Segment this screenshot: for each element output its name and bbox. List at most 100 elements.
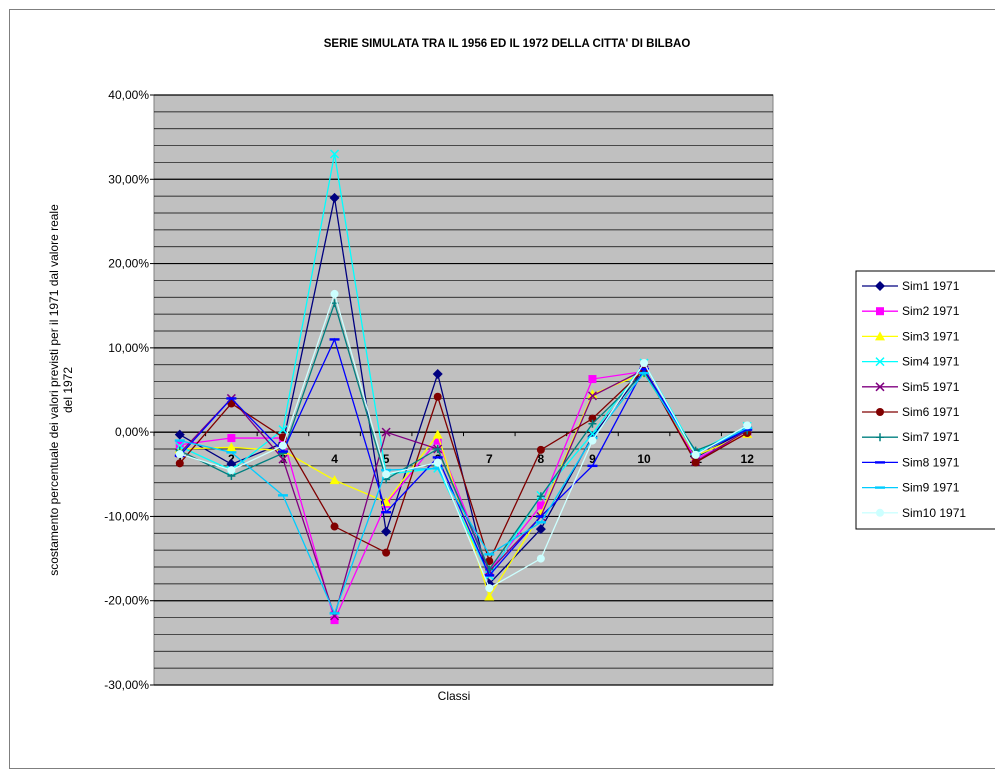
legend-item: Sim3 1971: [862, 329, 960, 343]
x-tick-label: 2: [228, 452, 235, 466]
legend-item: Sim9 1971: [862, 481, 960, 495]
x-tick-label: 10: [637, 452, 651, 466]
data-point: [175, 450, 184, 459]
y-tick-label: 10,00%: [108, 341, 149, 355]
data-point: [227, 466, 236, 475]
data-point: [743, 421, 752, 430]
legend-item: Sim5 1971: [862, 380, 960, 394]
data-point: [484, 553, 495, 556]
data-point: [382, 548, 391, 557]
y-tick-label: -20,00%: [104, 594, 149, 608]
data-point: [535, 521, 546, 524]
legend-item: Sim8 1971: [862, 455, 960, 469]
legend-label: Sim2 1971: [902, 304, 960, 318]
data-point: [329, 192, 340, 203]
data-point: [875, 281, 885, 291]
y-tick-label: -10,00%: [104, 509, 149, 523]
data-point: [876, 508, 884, 517]
y-tick-label: 40,00%: [108, 88, 149, 102]
legend-item: Sim4 1971: [862, 355, 960, 369]
data-point: [587, 389, 598, 399]
x-axis-label: Classi: [438, 689, 471, 703]
data-point: [588, 414, 597, 423]
data-point: [433, 458, 442, 467]
data-point: [691, 450, 700, 459]
data-point: [432, 368, 443, 379]
y-axis-ticks: 40,00% 30,00% 20,00% 10,00% 0,00% -10,00% -20,…: [104, 88, 154, 692]
data-point: [875, 461, 885, 464]
series-layer: [174, 149, 753, 625]
data-point: [484, 591, 495, 601]
data-point: [433, 392, 442, 401]
data-point: [175, 441, 185, 452]
legend-item: Sim1 1971: [862, 279, 960, 293]
legend-label: Sim10 1971: [902, 506, 966, 520]
legend-label: Sim6 1971: [902, 405, 960, 419]
data-point: [875, 486, 885, 489]
x-tick-label: 4: [331, 452, 338, 466]
data-point: [587, 391, 597, 401]
data-point: [876, 433, 884, 442]
x-tick-label: 8: [538, 452, 545, 466]
data-point: [227, 434, 236, 443]
data-point: [536, 492, 545, 501]
data-point: [876, 307, 884, 316]
data-point: [588, 419, 597, 428]
data-point: [875, 382, 885, 392]
data-point: [330, 149, 340, 159]
series-10: [175, 289, 752, 593]
data-point: [175, 459, 184, 468]
legend-item: Sim7 1971: [862, 430, 960, 444]
legend-label: Sim1 1971: [902, 279, 960, 293]
data-point: [588, 375, 597, 384]
series-line: [179, 291, 748, 590]
data-point: [433, 445, 442, 453]
legend-item: Sim10 1971: [862, 506, 966, 520]
x-tick-label: 7: [486, 452, 493, 466]
series-line: [179, 372, 748, 616]
legend-label: Sim3 1971: [902, 329, 960, 343]
x-tick-label: 1: [176, 452, 183, 466]
data-point: [277, 450, 288, 453]
data-point: [329, 612, 340, 615]
data-point: [639, 367, 650, 371]
data-point: [381, 511, 392, 514]
data-point: [485, 557, 494, 566]
data-point: [381, 427, 391, 437]
data-point: [226, 451, 237, 454]
data-point: [433, 436, 442, 445]
data-point: [174, 429, 185, 440]
legend-label: Sim5 1971: [902, 380, 960, 394]
legend-label: Sim9 1971: [902, 481, 960, 495]
data-point: [640, 359, 649, 368]
data-point: [536, 501, 545, 510]
data-point: [330, 289, 339, 298]
y-tick-label: 0,00%: [115, 425, 149, 439]
x-tick-label: 9: [589, 452, 596, 466]
data-point: [742, 428, 753, 431]
data-point: [876, 408, 884, 416]
data-point: [330, 522, 339, 531]
legend-label: Sim8 1971: [902, 455, 960, 469]
data-point: [484, 574, 495, 577]
data-point: [536, 554, 545, 563]
data-point: [432, 456, 443, 459]
data-point: [639, 371, 650, 375]
data-point: [329, 475, 340, 485]
data-point: [432, 467, 443, 470]
line-chart: SERIE SIMULATA TRA IL 1956 ED IL 1972 DE…: [47, 38, 995, 703]
data-point: [226, 397, 237, 400]
data-point: [226, 442, 237, 452]
x-tick-label: 5: [383, 452, 390, 466]
y-tick-label: 30,00%: [108, 172, 149, 186]
data-point: [535, 515, 546, 518]
data-point: [588, 436, 597, 445]
data-point: [875, 331, 885, 341]
data-point: [278, 441, 287, 450]
data-point: [485, 584, 494, 593]
data-point: [587, 464, 598, 468]
data-point: [330, 616, 339, 625]
data-point: [536, 445, 545, 454]
data-point: [535, 524, 546, 535]
data-point: [278, 454, 288, 464]
